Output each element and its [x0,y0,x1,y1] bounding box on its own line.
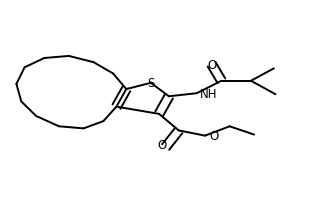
Text: O: O [157,138,166,151]
Text: O: O [207,59,216,72]
Text: O: O [209,130,218,142]
Text: NH: NH [200,87,217,100]
Text: S: S [147,76,154,89]
